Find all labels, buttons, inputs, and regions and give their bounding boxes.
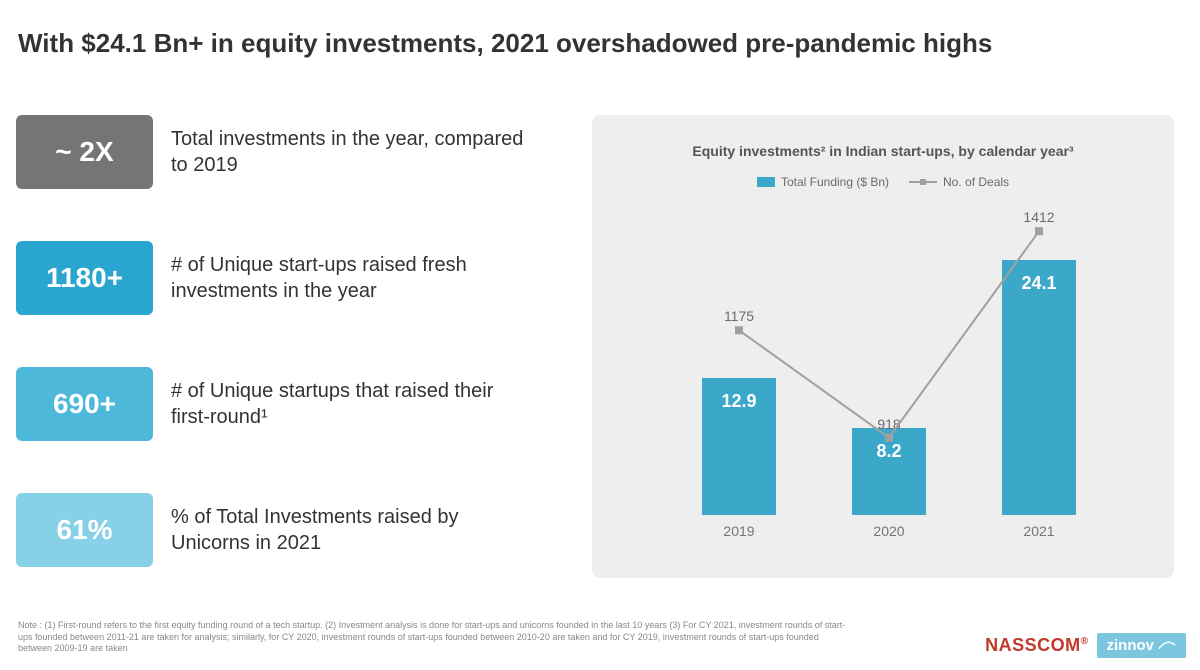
stat-row: ~ 2X Total investments in the year, comp… xyxy=(16,115,536,189)
axis-label: 2019 xyxy=(702,523,776,539)
zinnov-logo: zinnov xyxy=(1097,633,1187,658)
nasscom-text: NASSCOM xyxy=(985,635,1081,655)
zinnov-swoosh-icon xyxy=(1158,639,1176,653)
axis-label: 2021 xyxy=(1002,523,1076,539)
line-swatch-icon xyxy=(909,181,937,183)
zinnov-text: zinnov xyxy=(1107,637,1155,654)
deal-value-label: 1175 xyxy=(709,308,769,324)
bar-value-label: 8.2 xyxy=(852,441,926,462)
legend-item-line: No. of Deals xyxy=(909,175,1009,189)
bar-value-label: 12.9 xyxy=(702,391,776,412)
legend-item-bar: Total Funding ($ Bn) xyxy=(757,175,889,189)
axis-label: 2020 xyxy=(852,523,926,539)
deal-value-label: 918 xyxy=(859,416,919,432)
bar: 8.2 xyxy=(852,428,926,515)
stat-list: ~ 2X Total investments in the year, comp… xyxy=(16,115,536,619)
logo-row: NASSCOM® zinnov xyxy=(985,633,1186,658)
stat-value: 61% xyxy=(16,493,153,567)
bar-value-label: 24.1 xyxy=(1002,273,1076,294)
stat-row: 1180+ # of Unique start-ups raised fresh… xyxy=(16,241,536,315)
bar: 24.1 xyxy=(1002,260,1076,515)
stat-value: 1180+ xyxy=(16,241,153,315)
stat-desc: # of Unique startups that raised their f… xyxy=(171,378,536,430)
stat-desc: # of Unique start-ups raised fresh inves… xyxy=(171,252,536,304)
nasscom-logo: NASSCOM® xyxy=(985,635,1088,656)
chart-plot: 12.9 2019 1175 8.2 2020 918 24.1 2021 1412 xyxy=(622,197,1144,537)
bar: 12.9 xyxy=(702,378,776,515)
stat-value: ~ 2X xyxy=(16,115,153,189)
chart-title: Equity investments² in Indian start-ups,… xyxy=(622,143,1144,159)
legend-label: Total Funding ($ Bn) xyxy=(781,175,889,189)
stat-row: 61% % of Total Investments raised by Uni… xyxy=(16,493,536,567)
deal-value-label: 1412 xyxy=(1009,209,1069,225)
footnote: Note : (1) First-round refers to the fir… xyxy=(18,620,848,654)
stat-row: 690+ # of Unique startups that raised th… xyxy=(16,367,536,441)
page-title: With $24.1 Bn+ in equity investments, 20… xyxy=(18,28,1182,59)
bar-swatch-icon xyxy=(757,177,775,187)
legend-label: No. of Deals xyxy=(943,175,1009,189)
stat-desc: Total investments in the year, compared … xyxy=(171,126,536,178)
equity-chart: Equity investments² in Indian start-ups,… xyxy=(592,115,1174,578)
chart-legend: Total Funding ($ Bn) No. of Deals xyxy=(622,175,1144,189)
stat-value: 690+ xyxy=(16,367,153,441)
stat-desc: % of Total Investments raised by Unicorn… xyxy=(171,504,536,556)
